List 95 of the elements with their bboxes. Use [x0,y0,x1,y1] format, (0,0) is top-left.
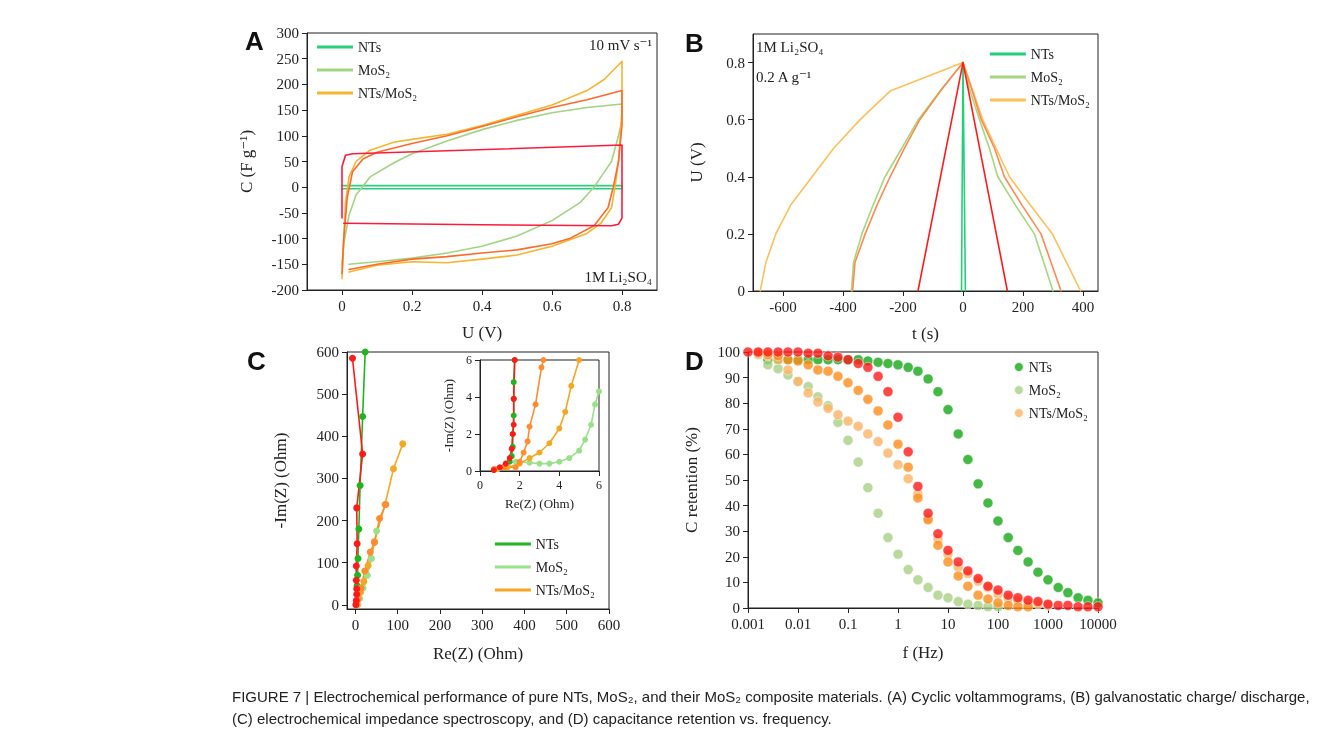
y-tick-label: 0.6 [726,111,746,128]
y-tick-label: 10 [725,574,740,591]
y-tick-label: 0 [732,600,740,616]
x-tick-label: 1000 [1033,615,1063,632]
y-tick-label: 60 [725,446,740,463]
annotation: 10 mV s⁻¹ [589,37,652,53]
chart-title: A [245,26,264,56]
x-tick-label: 0.01 [784,615,812,632]
x-tick-label: -400 [829,298,857,315]
x-tick-label: 1 [894,615,902,632]
y-tick-label: 50 [725,472,740,488]
x-axis-title: Re(Z) (Ohm) [432,644,524,663]
y-tick-label: 200 [276,76,299,93]
x-tick-label: 100 [986,615,1010,632]
x-tick-label: 400 [1071,298,1095,315]
legend-label: MoS₂ [358,62,391,78]
y-tick-label: 50 [284,153,299,170]
x-tick-label: 0.1 [838,615,858,632]
y-tick-label: 0 [291,179,299,196]
y-tick-label: 150 [276,102,299,119]
x-tick-label: 200 [1011,298,1035,315]
x-tick-label: 10 [940,615,956,632]
y-axis-title: C (F g⁻¹) [237,129,256,194]
x-tick-label: 0.2 [402,297,422,314]
y-tick-label: 0 [737,283,745,299]
legend-label: NTs/MoS₂ [535,582,596,598]
y-axis-title: U (V) [687,142,706,183]
y-tick-label: 0 [466,464,472,478]
x-tick-label: -200 [889,298,917,315]
y-axis-title: -Im(Z) (Ohm) [271,432,290,529]
legend-label: MoS₂ [1030,69,1064,85]
y-tick-label: 30 [725,523,740,540]
y-tick-label: 0.8 [726,54,745,71]
x-tick-label: 10000 [1079,615,1117,632]
chart-title: B [685,28,704,58]
y-tick-label: 200 [316,512,339,529]
y-tick-label: 4 [466,390,472,404]
y-tick-label: 100 [276,127,299,144]
x-tick-label: 0 [351,616,360,633]
x-tick-label: 0.001 [731,615,765,632]
x-tick-label: -600 [769,298,797,315]
y-axis-title: -Im(Z) (Ohm) [441,378,457,453]
y-tick-label: 100 [717,344,740,360]
legend-label: NTs/MoS₂ [358,85,418,101]
x-axis-title: f (Hz) [902,643,944,662]
caption: FIGURE 7 | Electrochemical performance of pure NTs, MoS₂, and their MoS₂ composite materials. (A) Cyclic voltammograms, (B) galvanostatic charge/ discharge, (C) electrochemical impedance spectroscopy, and (D) capacitance retention vs. frequency. [232,687,1311,729]
x-tick-label: 0 [959,298,967,315]
x-tick-label: 2 [516,478,523,492]
y-tick-label: 20 [725,548,740,565]
y-tick-label: 6 [466,353,472,367]
chart-title: C [247,346,266,376]
x-tick-label: 200 [428,616,452,633]
legend-label: NTs [1030,46,1054,62]
y-tick-label: 70 [725,420,740,437]
y-tick-label: 0.2 [726,225,745,242]
legend-label: NTs [535,536,559,552]
legend-label: MoS₂ [1028,382,1062,398]
x-tick-label: 500 [555,616,578,633]
y-axis-title: C retention (%) [682,427,701,533]
x-tick-label: 4 [556,478,563,492]
y-tick-label: 0.4 [726,168,746,185]
y-tick-label: -150 [271,256,299,273]
x-tick-label: 6 [596,478,602,492]
y-tick-label: 400 [316,428,339,445]
y-tick-label: 500 [316,386,339,403]
legend-label: MoS₂ [535,559,569,575]
y-tick-label: 80 [725,395,740,412]
x-tick-label: 0 [477,478,483,492]
y-tick-label: -200 [271,282,299,298]
x-tick-label: 0.8 [612,297,632,314]
x-axis-title: t (s) [912,324,939,343]
y-tick-label: 300 [276,25,299,41]
x-axis-title: U (V) [461,323,503,342]
y-tick-label: -50 [279,204,299,221]
legend-label: NTs/MoS₂ [1030,92,1091,108]
y-tick-label: 250 [276,50,299,67]
y-tick-label: -100 [271,230,299,247]
legend-label: NTs [1028,359,1052,375]
annotation: 1M Li₂SO₄ [756,39,824,55]
y-tick-label: 90 [725,369,740,386]
x-tick-label: 600 [597,616,621,633]
y-tick-label: 600 [316,344,339,360]
legend-label: NTs/MoS₂ [1028,405,1089,421]
annotation: 1M Li₂SO₄ [584,269,652,285]
x-tick-label: 400 [513,616,536,633]
x-axis-title: Re(Z) (Ohm) [505,496,574,511]
y-tick-label: 2 [466,427,472,441]
x-tick-label: 100 [386,616,409,633]
legend-label: NTs [358,39,382,55]
x-tick-label: 0.6 [542,297,562,314]
annotation: 0.2 A g⁻¹ [756,69,812,85]
y-tick-label: 40 [725,497,740,514]
chart-title: D [685,346,704,376]
y-tick-label: 100 [316,554,339,571]
y-tick-label: 0 [331,596,339,613]
